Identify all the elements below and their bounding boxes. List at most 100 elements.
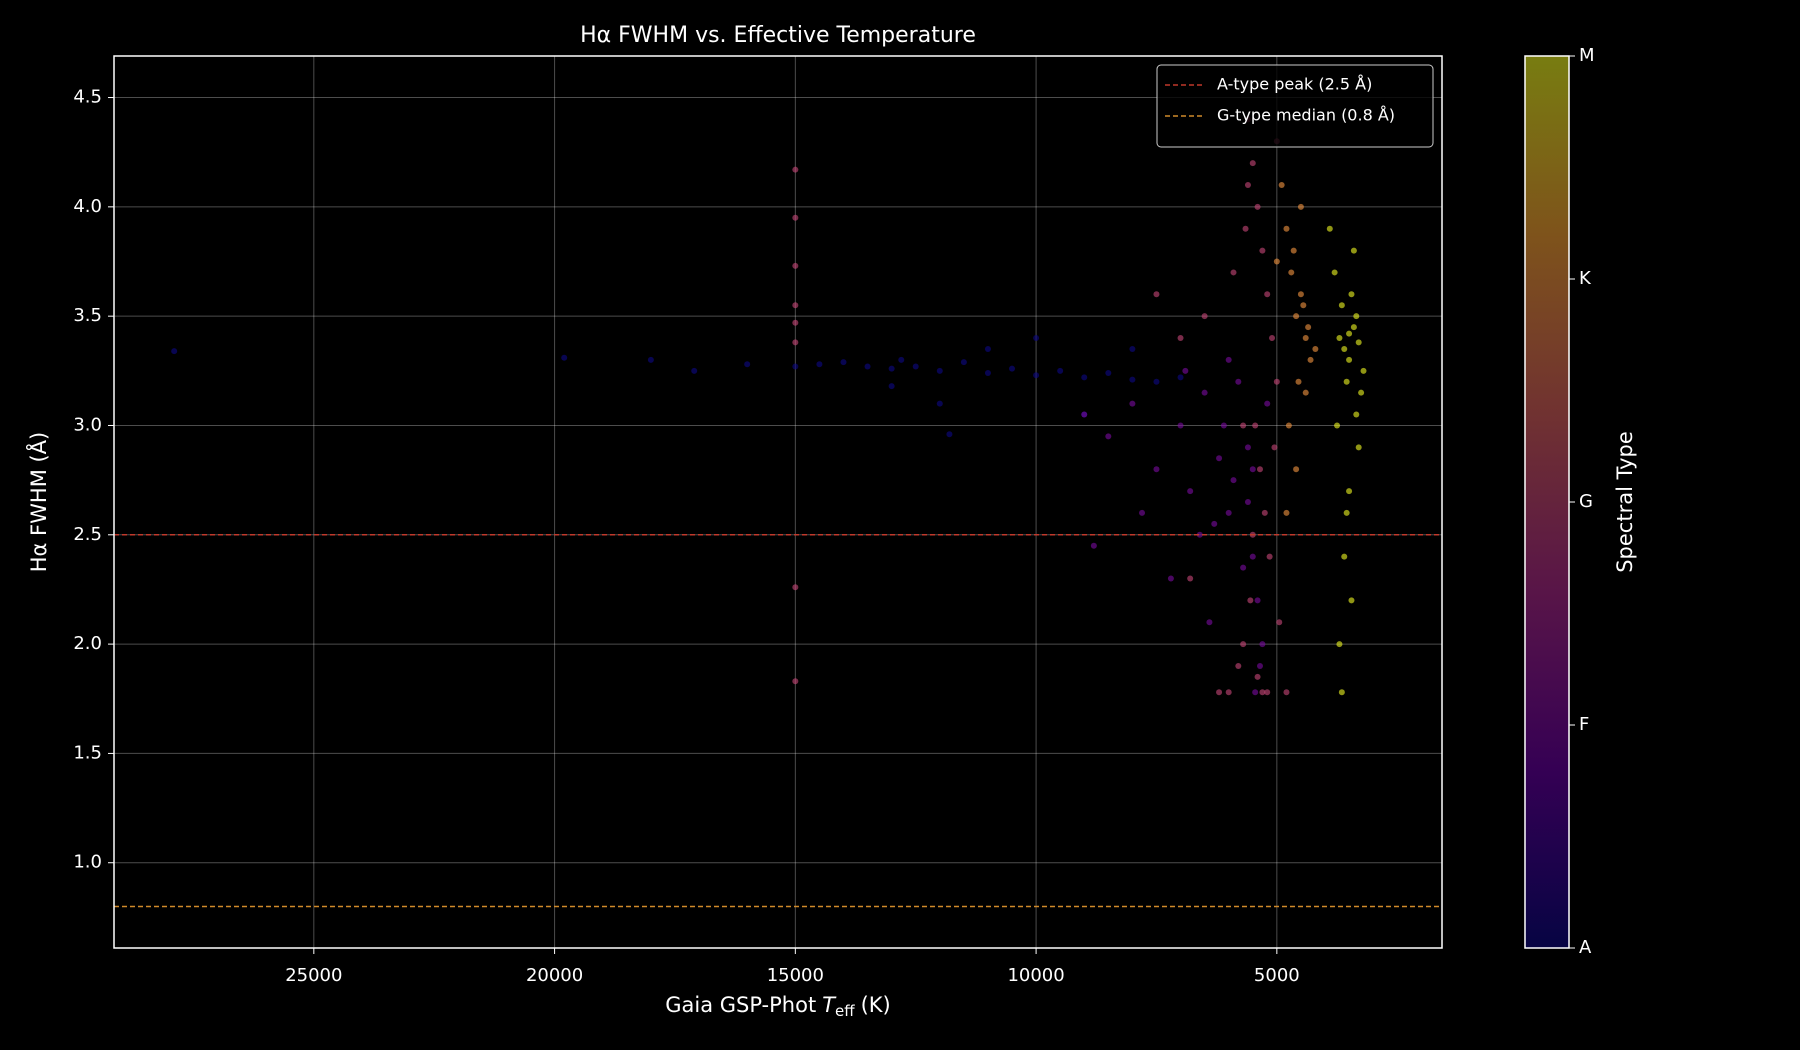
data-point (1343, 378, 1350, 385)
data-point (1254, 597, 1261, 604)
data-point (1331, 269, 1338, 276)
data-point (1348, 291, 1355, 298)
data-point (1290, 247, 1297, 254)
data-point (1338, 302, 1345, 309)
data-point (1090, 542, 1097, 549)
data-point (1057, 367, 1064, 374)
data-point (744, 361, 751, 368)
data-point (888, 383, 895, 390)
data-point (1283, 689, 1290, 696)
y-tick-label: 3.5 (73, 305, 102, 326)
data-point (1305, 324, 1312, 331)
data-point (1350, 324, 1357, 331)
data-point (1341, 345, 1348, 352)
colorbar-tick-label: K (1579, 268, 1592, 289)
data-point (984, 370, 991, 377)
data-point (792, 584, 799, 591)
data-point (1201, 313, 1208, 320)
data-point (1225, 356, 1232, 363)
data-point (1249, 553, 1256, 560)
data-point (1105, 433, 1112, 440)
y-tick-label: 2.5 (73, 524, 102, 545)
data-point (898, 356, 905, 363)
colorbar-tick-label: M (1579, 45, 1595, 66)
data-point (1300, 302, 1307, 309)
y-tick-label: 4.0 (73, 196, 102, 217)
data-point (1293, 313, 1300, 320)
data-point (1264, 689, 1271, 696)
x-tick-label: 15000 (767, 965, 824, 986)
data-point (1283, 509, 1290, 516)
data-point (792, 262, 799, 269)
y-tick-label: 3.0 (73, 414, 102, 435)
data-point (1129, 376, 1136, 383)
data-point (1293, 466, 1300, 473)
data-point (1249, 160, 1256, 167)
x-label-unit: (K) (861, 993, 891, 1017)
data-point (1348, 597, 1355, 604)
data-point (840, 359, 847, 366)
data-point (1312, 345, 1319, 352)
data-point (1230, 477, 1237, 484)
data-point (1129, 400, 1136, 407)
data-point (1259, 247, 1266, 254)
data-point (1346, 330, 1353, 337)
data-point (1358, 389, 1365, 396)
plot-area (171, 116, 1367, 696)
data-point (1244, 499, 1251, 505)
data-point (1353, 411, 1360, 418)
data-point (1355, 339, 1362, 346)
data-point (1346, 356, 1353, 363)
x-label-var: T (822, 993, 837, 1017)
data-point (1269, 335, 1276, 342)
data-point (1355, 444, 1362, 451)
data-point (1211, 520, 1218, 527)
data-point (1341, 553, 1348, 560)
x-axis-label: Gaia GSP-Phot Teff (K) (665, 993, 891, 1020)
data-point (1343, 509, 1350, 516)
data-point (1177, 374, 1184, 381)
data-point (960, 359, 967, 366)
data-point (1187, 488, 1194, 495)
data-point (1177, 335, 1184, 342)
data-point (1297, 291, 1304, 298)
data-point (1216, 689, 1223, 696)
data-point (888, 365, 895, 372)
data-point (1256, 662, 1263, 669)
data-point (1235, 378, 1242, 385)
x-tick-label: 25000 (285, 965, 342, 986)
data-point (792, 678, 799, 685)
colorbar-tick-label: F (1579, 714, 1589, 735)
data-point (1235, 662, 1242, 669)
x-label-sub: eff (835, 1002, 855, 1020)
x-tick-label: 20000 (526, 965, 583, 986)
data-point (691, 367, 698, 374)
data-point (1201, 389, 1208, 396)
data-point (1285, 422, 1292, 429)
colorbar-tick-label: A (1579, 937, 1592, 958)
data-point (1216, 455, 1223, 462)
data-point (1256, 466, 1263, 473)
data-point (1273, 378, 1280, 385)
data-point (1326, 225, 1333, 232)
data-point (1307, 356, 1314, 363)
data-point (1360, 367, 1367, 374)
data-point (1252, 689, 1259, 696)
data-point (912, 363, 919, 370)
colorbar-tick-label: G (1579, 491, 1593, 512)
colorbar (1525, 56, 1569, 948)
data-point (936, 367, 943, 374)
data-point (1244, 181, 1251, 188)
data-point (1350, 247, 1357, 254)
data-point (1264, 291, 1271, 298)
data-point (1297, 203, 1304, 210)
data-point (1302, 389, 1309, 396)
data-point (1129, 345, 1136, 352)
data-point (1182, 367, 1189, 374)
data-point (1220, 422, 1227, 429)
y-tick-label: 2.0 (73, 633, 102, 654)
data-point (1278, 181, 1285, 188)
data-point (1353, 313, 1360, 320)
